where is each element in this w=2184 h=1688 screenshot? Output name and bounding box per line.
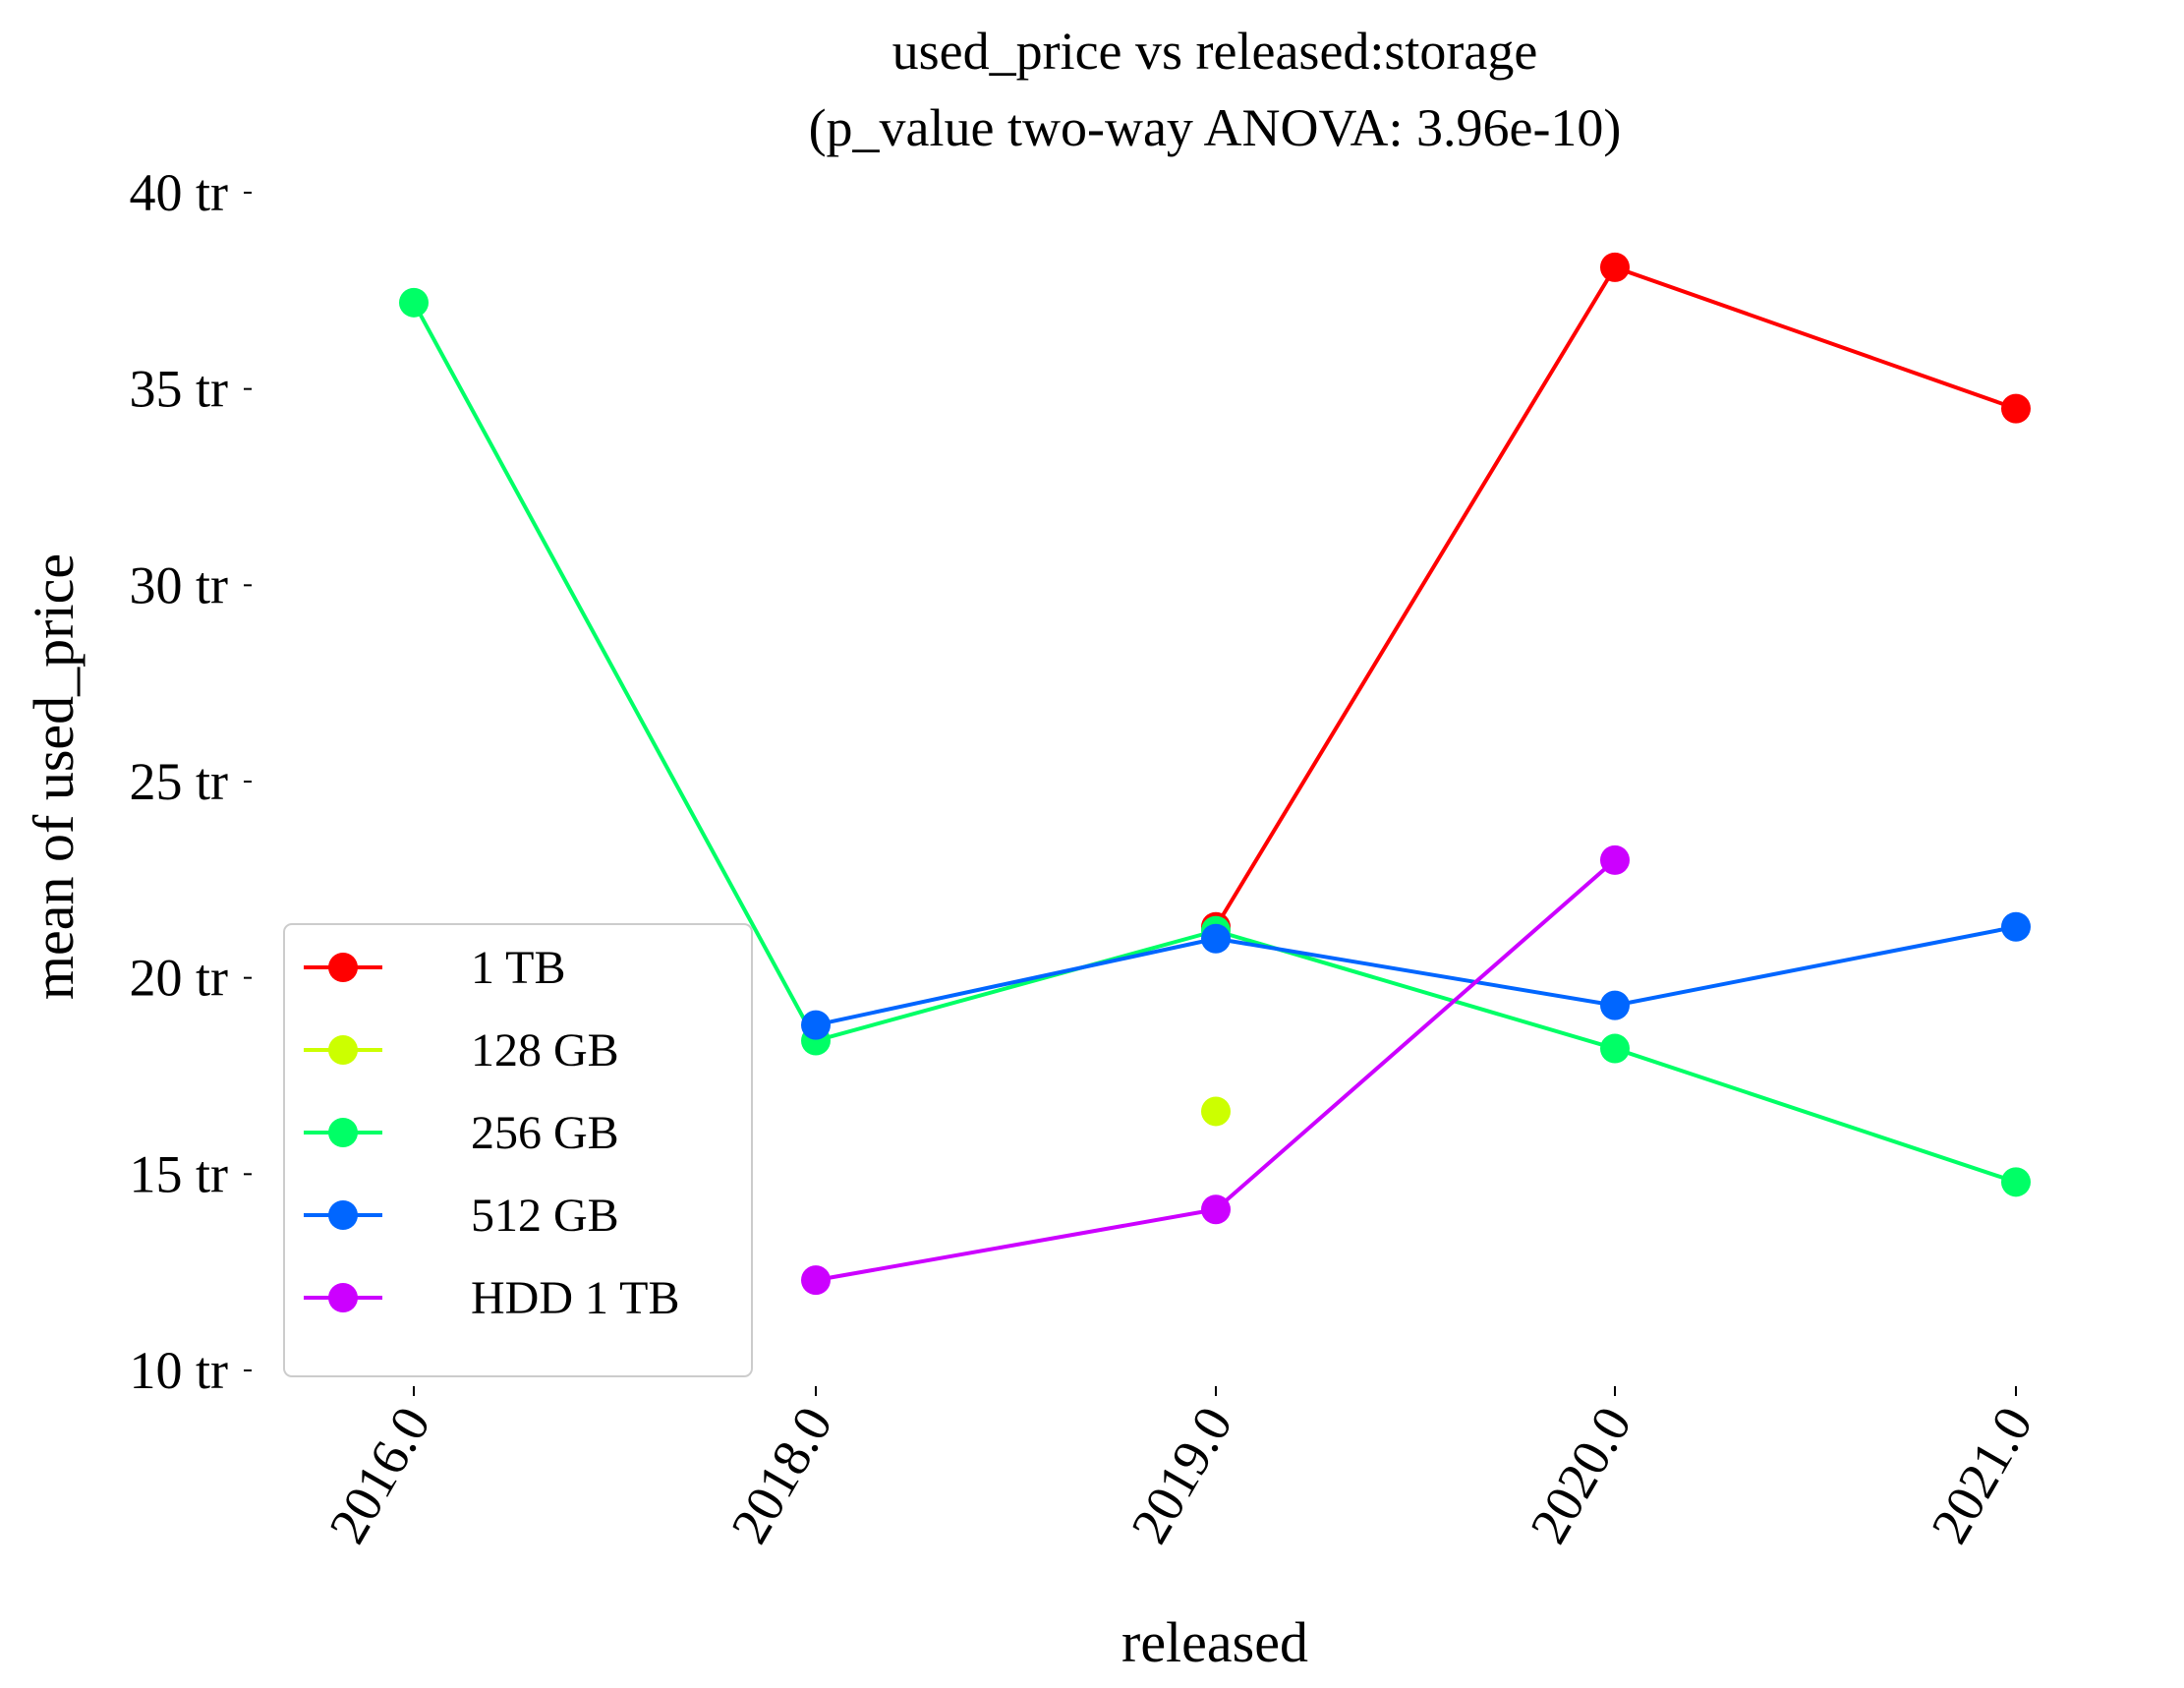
data-point-1-tb [1600,252,1630,282]
data-point-512-gb [801,1010,831,1040]
chart-title-line-2: (p_value two-way ANOVA: 3.96e-10) [809,98,1622,157]
y-axis-label: mean of used_price [22,553,86,1000]
legend-marker-hdd-1-tb [328,1283,358,1312]
legend-marker-128-gb [328,1035,358,1065]
series-1-tb [1201,252,2031,942]
y-tick-label: 10 tr [130,1341,229,1400]
data-point-128-gb [1201,1096,1231,1127]
data-point-512-gb [2001,911,2031,942]
series-layer [399,252,2031,1296]
series-512-gb [801,911,2031,1040]
series-line-1-tb [1214,264,2017,928]
x-tick-label: 2018.0 [719,1397,843,1553]
x-tick-label: 2016.0 [317,1397,441,1553]
data-point-hdd-1-tb [801,1265,831,1296]
series-hdd-1-tb [801,844,1630,1296]
x-axis-label: released [1121,1610,1308,1674]
data-point-256-gb [399,287,429,318]
x-tick-label: 2020.0 [1519,1397,1642,1553]
y-tick-label: 30 tr [130,555,229,614]
y-axis: 10 tr 15 tr 20 tr 25 tr 30 tr 35 tr 40 tr [130,163,252,1400]
legend-label-hdd-1-tb: HDD 1 TB [471,1272,679,1324]
x-tick-label: 2019.0 [1120,1397,1243,1553]
legend-label-256-gb: 256 GB [471,1107,619,1159]
y-tick-label: 15 tr [130,1144,229,1203]
data-point-256-gb [2001,1167,2031,1197]
legend-marker-1-tb [328,953,358,982]
chart-title-line-1: used_price vs released:storage [892,22,1538,81]
series-line-512-gb [815,924,2017,1027]
y-tick-label: 35 tr [130,360,229,419]
legend-marker-256-gb [328,1118,358,1147]
legend-label-512-gb: 512 GB [471,1190,619,1242]
data-point-1-tb [2001,393,2031,424]
legend-marker-512-gb [328,1200,358,1230]
data-point-512-gb [1201,923,1231,954]
chart-title: used_price vs released:storage (p_value … [809,22,1622,157]
x-tick-label: 2021.0 [1920,1397,2043,1553]
data-point-512-gb [1600,990,1630,1020]
y-tick-label: 25 tr [130,752,229,811]
legend: 1 TB 128 GB 256 GB 512 GB HDD 1 TB [283,923,753,1377]
x-axis: 2016.0 2018.0 2019.0 2020.0 2021.0 [317,1386,2043,1553]
series-128-gb [1201,1096,1231,1127]
data-point-hdd-1-tb [1201,1194,1231,1225]
y-tick-label: 40 tr [130,163,229,222]
data-point-256-gb [1600,1033,1630,1064]
legend-label-128-gb: 128 GB [471,1024,619,1077]
data-point-hdd-1-tb [1600,844,1630,875]
y-tick-label: 20 tr [130,949,229,1008]
legend-label-1-tb: 1 TB [471,942,565,994]
legend-frame [283,923,753,1377]
